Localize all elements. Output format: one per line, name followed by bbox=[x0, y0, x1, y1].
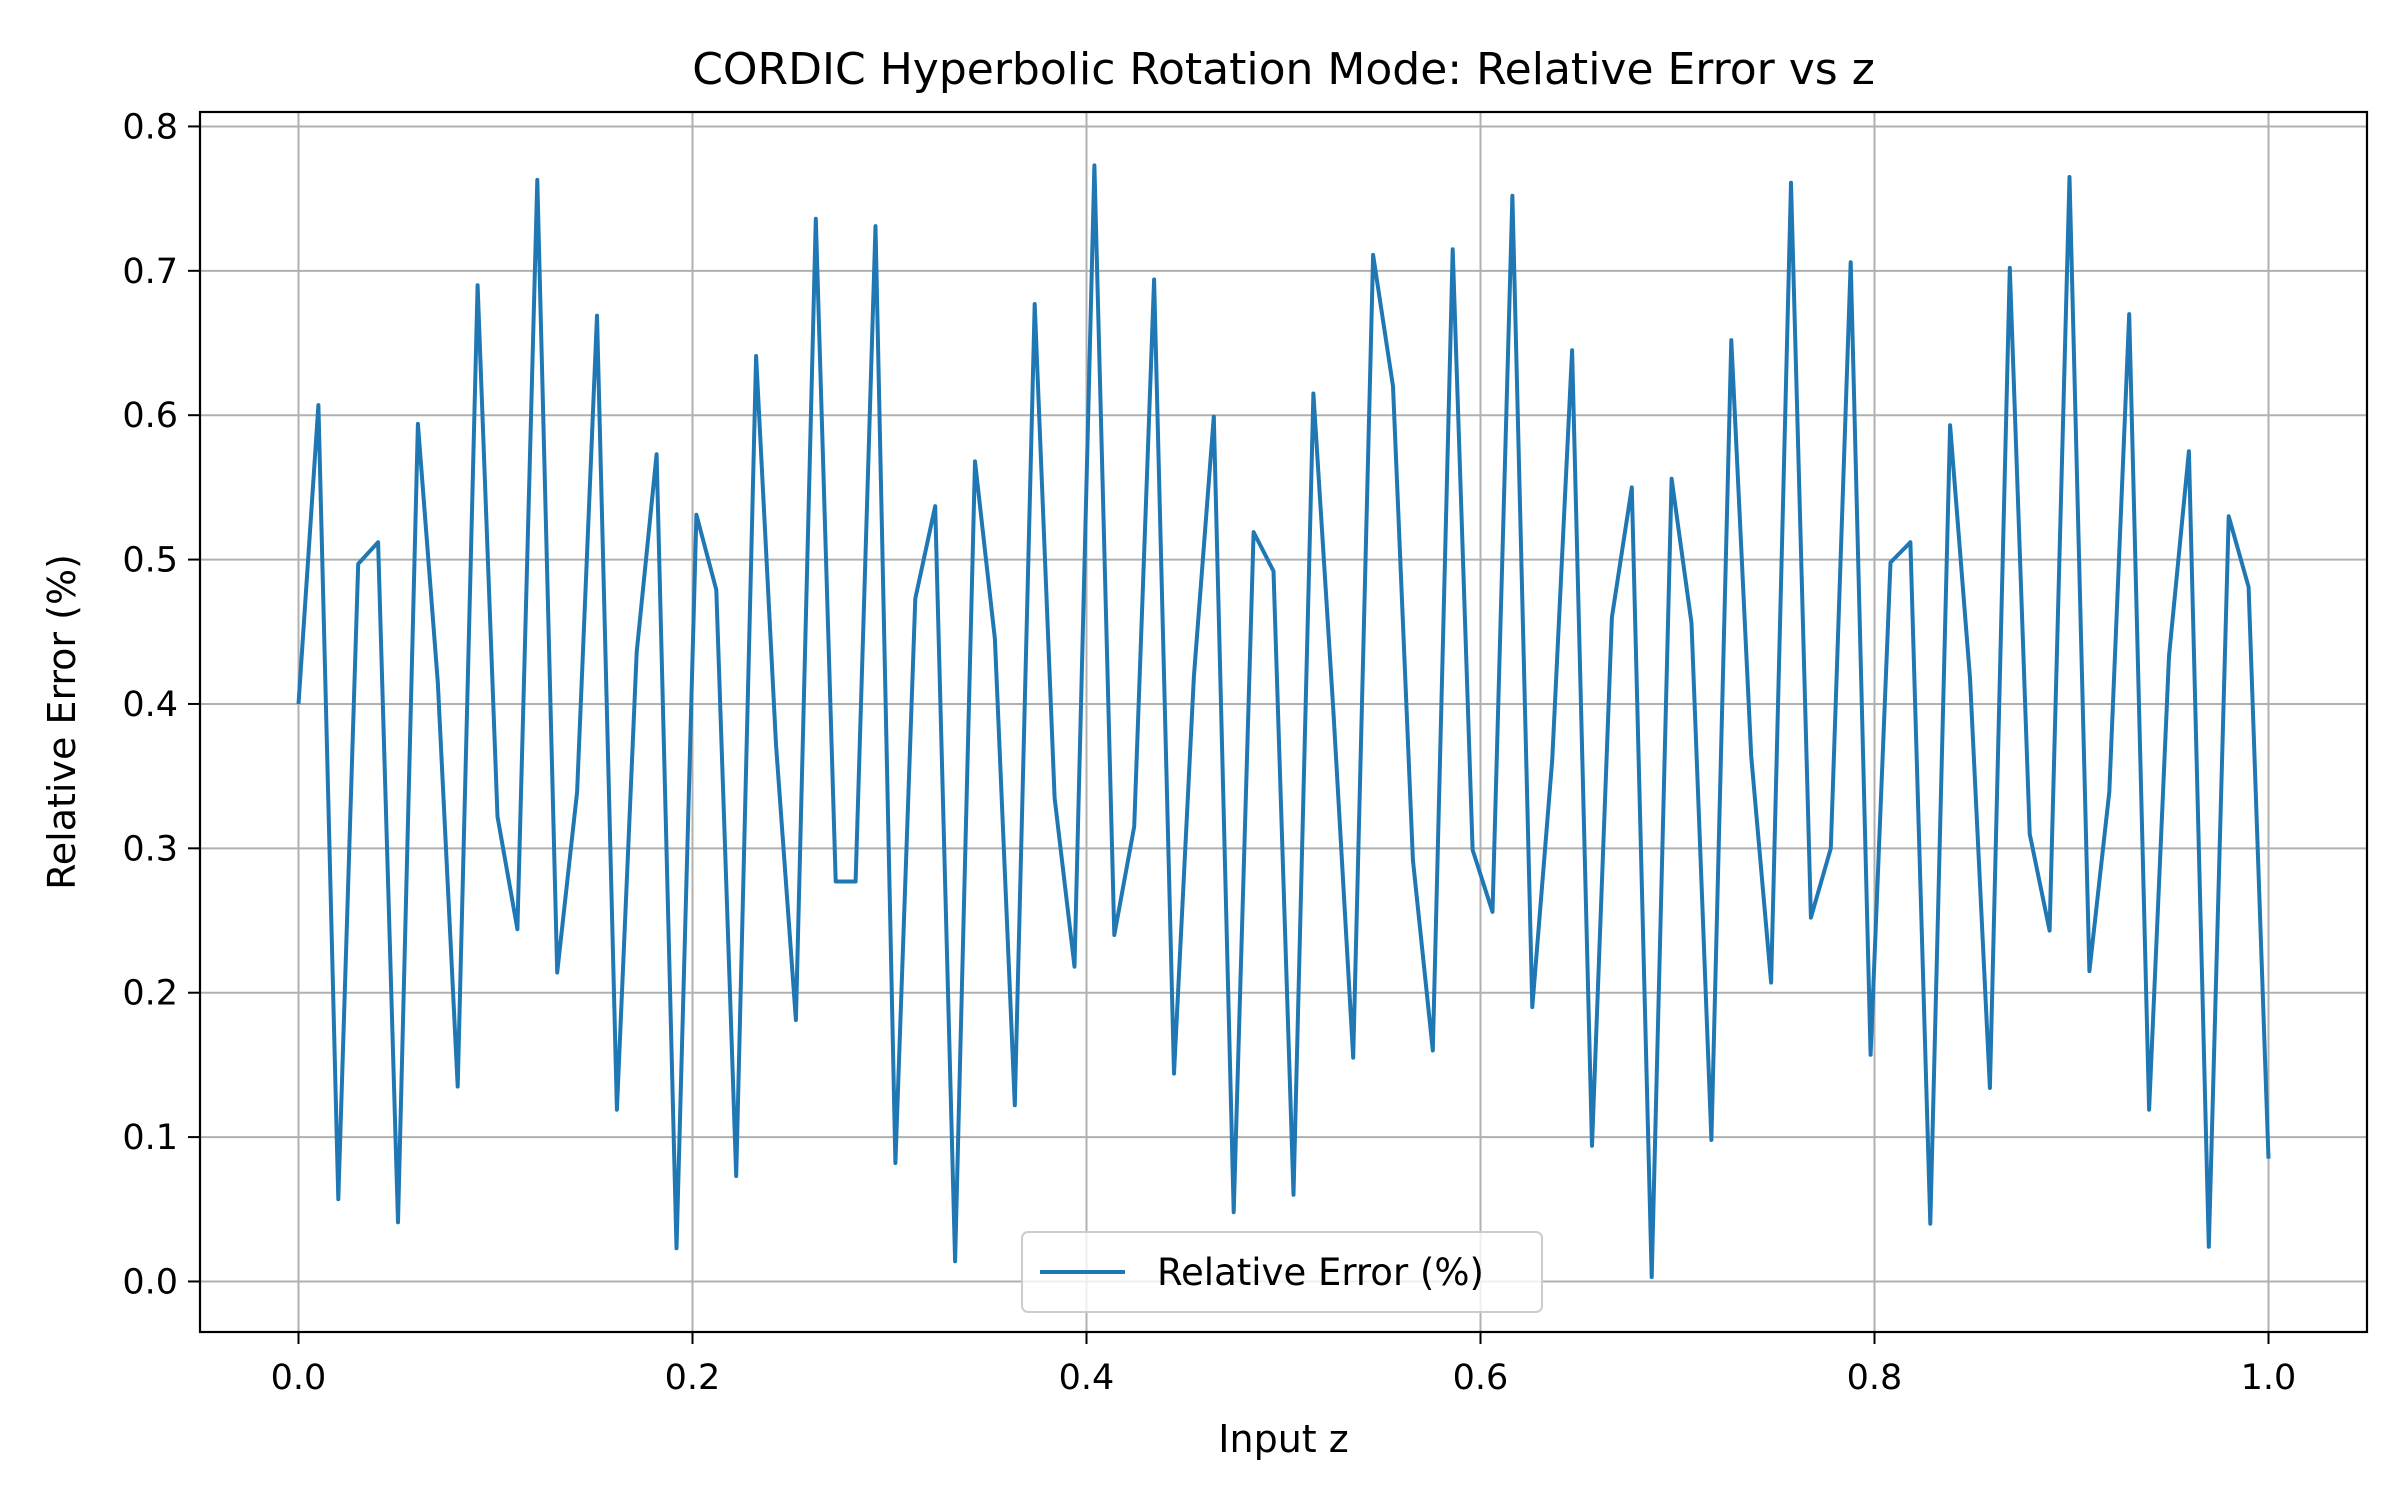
x-tick-label: 0.2 bbox=[665, 1358, 721, 1398]
y-tick-label: 0.8 bbox=[122, 107, 178, 147]
legend-label: Relative Error (%) bbox=[1157, 1251, 1484, 1294]
y-tick-label: 0.5 bbox=[122, 541, 178, 581]
y-tick-label: 0.7 bbox=[122, 252, 178, 292]
x-tick-label: 1.0 bbox=[2241, 1358, 2297, 1398]
y-tick-label: 0.3 bbox=[122, 829, 178, 869]
x-axis-label: Input z bbox=[1218, 1417, 1348, 1461]
y-tick-label: 0.6 bbox=[122, 396, 178, 436]
x-tick-label: 0.0 bbox=[271, 1358, 327, 1398]
series-layer bbox=[296, 163, 2271, 1280]
y-tick-label: 0.2 bbox=[122, 974, 178, 1014]
y-axis-ticks: 0.0 0.1 0.2 0.3 0.4 0.5 0.6 0.7 0.8 bbox=[122, 107, 200, 1302]
legend: Relative Error (%) bbox=[1021, 1231, 1543, 1313]
y-axis-label: Relative Error (%) bbox=[40, 554, 84, 890]
plot-frame bbox=[198, 110, 2369, 1334]
x-tick-label: 0.6 bbox=[1453, 1358, 1509, 1398]
y-tick-label: 0.1 bbox=[122, 1118, 178, 1158]
y-tick-label: 0.0 bbox=[122, 1262, 178, 1302]
x-tick-label: 0.8 bbox=[1847, 1358, 1903, 1398]
x-axis-ticks: 0.0 0.2 0.4 0.6 0.8 1.0 bbox=[271, 1332, 2297, 1398]
legend-box bbox=[1021, 1231, 1543, 1313]
y-tick-label: 0.4 bbox=[122, 685, 178, 725]
series-line bbox=[296, 163, 2271, 1280]
chart-title: CORDIC Hyperbolic Rotation Mode: Relativ… bbox=[692, 44, 1875, 95]
x-tick-label: 0.4 bbox=[1059, 1358, 1115, 1398]
